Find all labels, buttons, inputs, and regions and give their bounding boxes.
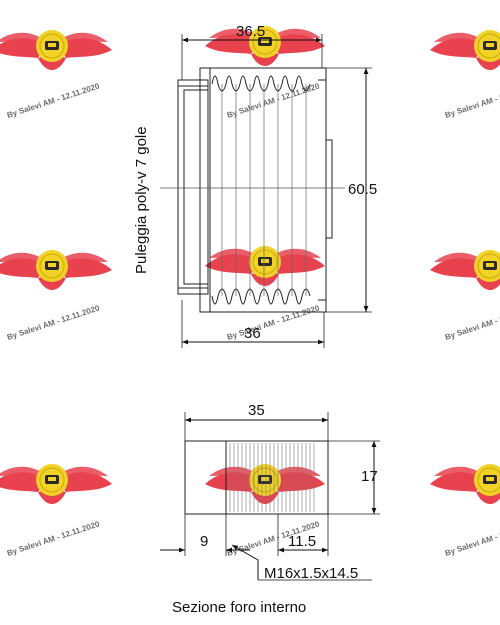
dim-label-9: 9	[200, 533, 208, 550]
watermark-logo	[204, 245, 326, 287]
watermark-logo	[429, 29, 500, 71]
bore-outline	[184, 440, 329, 515]
dim-bore-width: 35	[185, 402, 328, 423]
dim-label-35: 35	[248, 402, 265, 419]
watermark-text: By Salevi AM - 12.11.2020	[444, 519, 500, 558]
dim-bore-height: 17	[361, 441, 378, 514]
watermark-logo	[429, 249, 500, 291]
watermark-logo	[0, 29, 113, 71]
dim-label-17: 17	[361, 468, 378, 485]
dim-pulley-bottom-width: 36	[182, 325, 324, 345]
watermark-text: By Salevi AM - 12.11.2020	[226, 303, 321, 342]
watermark-text: By Salevi AM - 12.11.2020	[226, 81, 321, 120]
dim-label-11-5: 11.5	[288, 533, 316, 550]
dim-label-36: 36	[244, 325, 261, 342]
watermark-text: By Salevi AM - 12.11.2020	[6, 303, 101, 342]
thread-label: M16x1.5x14.5	[264, 565, 358, 582]
watermark-logo	[204, 463, 326, 505]
watermark-text: By Salevi AM - 12.11.2020	[444, 81, 500, 120]
pulley-bottom-profile	[211, 288, 311, 305]
pulley-left-hub	[177, 79, 209, 295]
thread-callout: M16x1.5x14.5	[231, 544, 372, 582]
watermark-logo	[0, 463, 113, 505]
section-caption: Sezione foro interno	[172, 599, 306, 616]
dim-pulley-height: 60.5	[348, 68, 377, 312]
pulley-right-boss	[326, 139, 333, 239]
bore-thread-lines	[229, 443, 315, 512]
dim-bore-right: 11.5	[278, 533, 328, 553]
watermark-text: By Salevi AM - 12.11.2020	[6, 519, 101, 558]
pulley-top-profile	[211, 75, 311, 92]
pulley-right-flange	[318, 79, 327, 301]
dim-label-60-5: 60.5	[348, 181, 377, 198]
dim-pulley-top-width: 36.5	[182, 23, 322, 43]
watermark-logo	[429, 463, 500, 505]
watermark-logo	[0, 249, 113, 291]
bore-section-view	[184, 440, 329, 515]
watermark-text: By Salevi AM - 12.11.2020	[6, 81, 101, 120]
pulley-side-label: Puleggia poly-v 7 gole	[133, 126, 150, 274]
pulley-grooves	[221, 84, 307, 296]
pulley-hub-inner	[183, 89, 209, 285]
watermark-text: By Salevi AM - 12.11.2020	[444, 303, 500, 342]
dim-label-36-5: 36.5	[236, 23, 265, 40]
pulley-view	[160, 67, 345, 313]
